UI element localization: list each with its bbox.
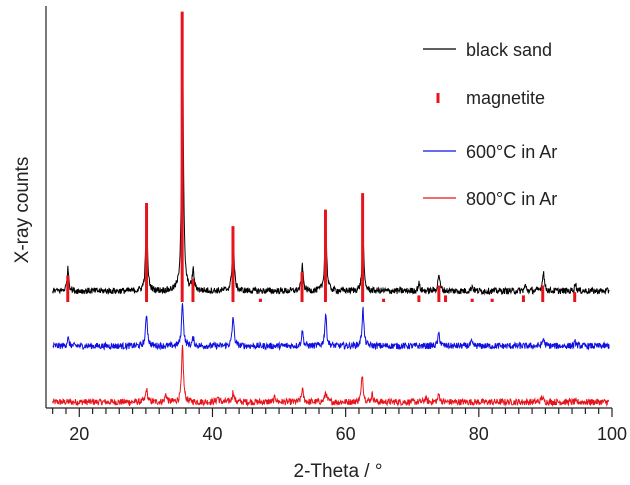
x-tick-label: 60 (336, 424, 356, 444)
x-tick-label: 20 (69, 424, 89, 444)
legend-label-600c: 600°C in Ar (466, 142, 557, 162)
x-tick-label: 100 (597, 424, 627, 444)
axes: 20 40 60 80 100 (45, 6, 627, 444)
x-axis-title: 2-Theta / ° (294, 461, 383, 482)
series-black-sand-line (52, 38, 610, 296)
legend-label-800c: 800°C in Ar (466, 189, 557, 209)
plot-area (52, 11, 610, 407)
series-600-c-in-ar-line (52, 303, 610, 352)
series-800-c-in-ar-line (52, 344, 610, 407)
x-tick-label: 80 (469, 424, 489, 444)
legend: black sand magnetite 600°C in Ar 800°C i… (423, 40, 557, 209)
y-axis-title: X-ray counts (12, 157, 33, 264)
legend-label-black-sand: black sand (466, 40, 552, 60)
legend-label-magnetite: magnetite (466, 88, 545, 108)
x-tick-label: 40 (202, 424, 222, 444)
